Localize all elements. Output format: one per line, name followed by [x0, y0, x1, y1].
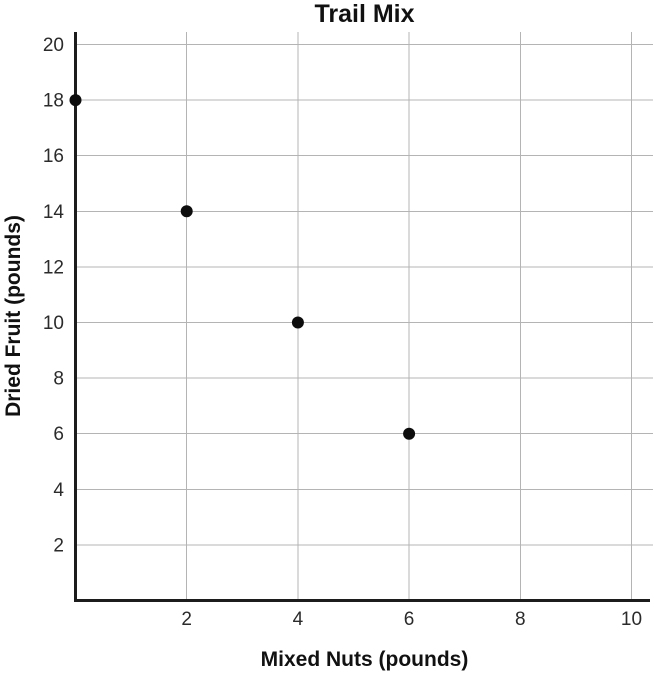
y-tick-label: 8	[53, 369, 64, 390]
y-tick-label: 12	[43, 257, 64, 278]
y-tick-label: 6	[53, 424, 64, 445]
y-tick-label: 20	[43, 35, 64, 56]
x-tick-label: 4	[293, 609, 304, 630]
y-tick-label: 2	[53, 535, 64, 556]
chart-title: Trail Mix	[314, 0, 415, 28]
data-point	[403, 427, 416, 440]
y-tick-label: 18	[43, 91, 64, 112]
x-tick-label: 6	[404, 609, 415, 630]
y-tick-label: 14	[43, 202, 65, 223]
data-point	[69, 94, 82, 107]
x-tick-label: 10	[621, 609, 642, 630]
data-point	[180, 205, 193, 218]
x-tick-label: 8	[515, 609, 526, 630]
y-tick-label: 4	[53, 480, 64, 501]
y-tick-label: 10	[43, 313, 64, 334]
x-axis-title: Mixed Nuts (pounds)	[260, 648, 469, 671]
data-point	[291, 316, 304, 329]
y-tick-label: 16	[43, 146, 64, 167]
x-tick-label: 2	[181, 609, 192, 630]
